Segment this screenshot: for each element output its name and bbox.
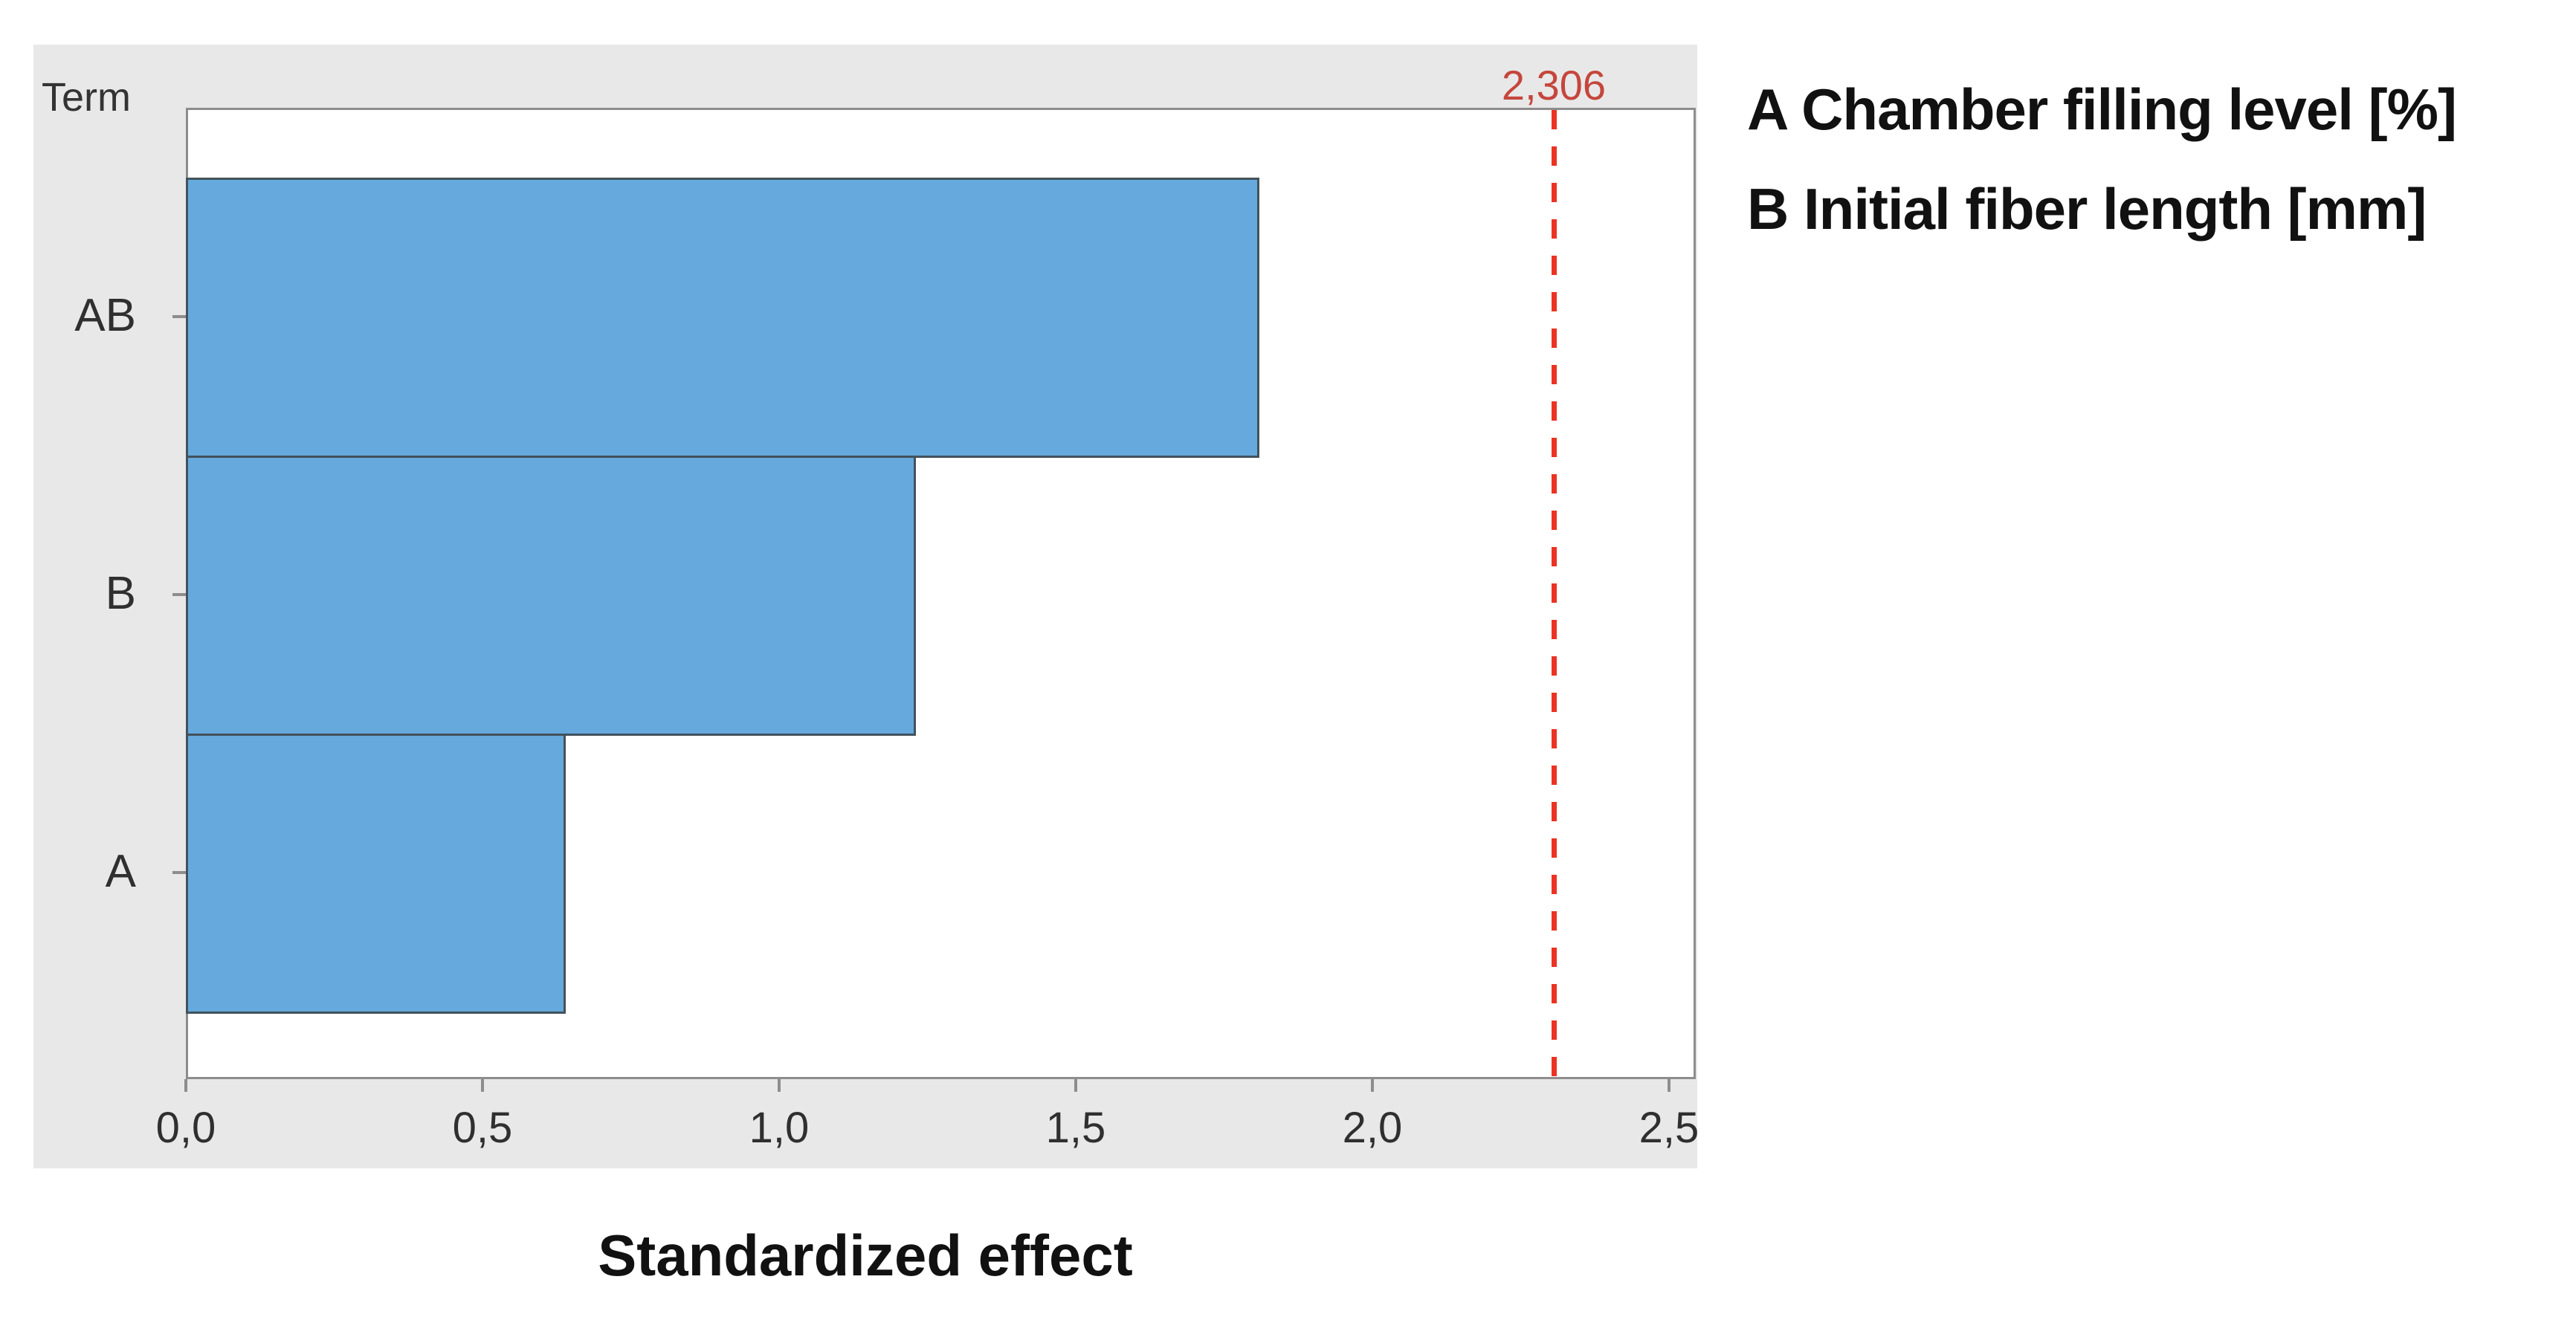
- x-tick-label-0: 0,0: [155, 1104, 216, 1152]
- factor-legend: A Chamber filling level [%] B Initial fi…: [1747, 59, 2457, 259]
- x-tick-2: [778, 1079, 781, 1092]
- bar-b: [186, 456, 916, 736]
- x-tick-1: [481, 1079, 484, 1092]
- x-tick-3: [1074, 1079, 1077, 1092]
- x-tick-label-2: 1,0: [749, 1104, 810, 1152]
- bar-ab: [186, 178, 1259, 458]
- x-tick-4: [1371, 1079, 1374, 1092]
- reference-line-value-label: 2,306: [1501, 62, 1607, 109]
- x-tick-label-3: 1,5: [1045, 1104, 1106, 1152]
- x-axis-title: Standardized effect: [598, 1223, 1133, 1288]
- y-axis-title: Term: [42, 75, 131, 120]
- x-tick-label-1: 0,5: [452, 1104, 513, 1152]
- category-label-a: A: [105, 846, 136, 897]
- bar-a: [186, 734, 566, 1014]
- y-tick-a: [172, 871, 186, 874]
- y-tick-b: [172, 593, 186, 596]
- legend-line-b: B Initial fiber length [mm]: [1747, 176, 2427, 242]
- y-tick-ab: [172, 315, 186, 318]
- x-tick-label-5: 2,5: [1639, 1104, 1699, 1152]
- legend-line-a: A Chamber filling level [%]: [1747, 77, 2457, 142]
- x-tick-5: [1668, 1079, 1670, 1092]
- category-label-ab: AB: [74, 290, 136, 341]
- reference-line: [1552, 110, 1557, 1077]
- category-label-b: B: [105, 568, 136, 619]
- x-tick-0: [184, 1079, 187, 1092]
- x-tick-label-4: 2,0: [1342, 1104, 1403, 1152]
